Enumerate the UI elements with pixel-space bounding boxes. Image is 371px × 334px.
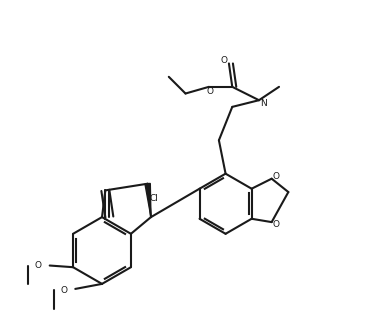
Text: O: O <box>272 172 279 180</box>
Text: O: O <box>61 286 68 295</box>
Text: O: O <box>206 88 213 96</box>
Text: N: N <box>260 99 267 108</box>
Text: O: O <box>35 261 42 270</box>
Text: Cl: Cl <box>150 194 159 203</box>
Polygon shape <box>145 183 151 217</box>
Text: O: O <box>220 56 227 64</box>
Text: O: O <box>272 220 279 229</box>
